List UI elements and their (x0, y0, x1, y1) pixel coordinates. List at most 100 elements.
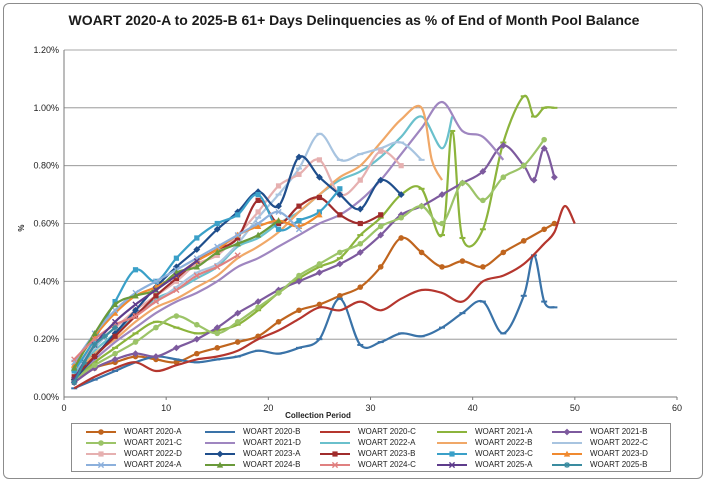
legend-label: WOART 2021-A (475, 427, 533, 436)
data-point (153, 293, 159, 299)
data-point (275, 290, 282, 296)
data-point (275, 319, 282, 325)
data-point (112, 324, 119, 331)
legend-label: WOART 2020-C (358, 427, 416, 436)
data-point (71, 356, 78, 363)
data-point (316, 261, 323, 267)
legend: WOART 2020-A WOART 2020-B WOART 2020-C WOAR… (71, 423, 671, 472)
data-point (377, 264, 384, 270)
legend-swatch (86, 451, 116, 457)
data-point (275, 217, 282, 224)
x-tick-label: 10 (161, 403, 171, 413)
data-point (296, 272, 302, 279)
data-point (152, 286, 160, 294)
legend-label: WOART 2023-C (475, 449, 533, 458)
series-line (73, 196, 382, 378)
data-point (480, 264, 486, 270)
data-point (254, 231, 262, 238)
data-point (172, 263, 180, 271)
legend-swatch (86, 440, 116, 446)
data-point (71, 368, 77, 374)
data-point (132, 292, 139, 299)
legend-label: WOART 2021-B (590, 427, 648, 436)
data-point (193, 246, 201, 253)
data-point (337, 249, 343, 256)
y-tick-label: 1.20% (33, 45, 59, 55)
data-point (295, 226, 303, 233)
data-point (459, 180, 466, 186)
data-point (316, 269, 323, 277)
data-point (295, 153, 303, 161)
data-point (255, 304, 261, 311)
series-woart-2021-b (70, 142, 558, 386)
legend-label: WOART 2022-C (590, 438, 648, 447)
data-point (551, 220, 558, 227)
data-point (194, 350, 200, 357)
data-point (398, 235, 404, 241)
legend-label: WOART 2024-B (243, 460, 301, 469)
data-point (255, 197, 261, 203)
y-tick-label: 0.20% (33, 334, 59, 344)
series-line (73, 104, 443, 378)
legend-swatch-marker (332, 451, 338, 457)
data-point (418, 249, 425, 256)
data-point (152, 353, 160, 360)
data-point (296, 203, 302, 209)
data-point (193, 257, 200, 265)
data-point (152, 278, 160, 285)
data-point (459, 258, 466, 264)
data-point (541, 226, 547, 233)
legend-swatch (552, 442, 582, 444)
data-point (153, 324, 159, 331)
legend-swatch (320, 442, 350, 444)
legend-swatch (205, 442, 235, 444)
data-point (316, 194, 323, 201)
gridlines (64, 49, 677, 340)
data-point (213, 324, 221, 331)
data-point (378, 212, 384, 218)
legend-label: WOART 2024-A (124, 460, 182, 469)
data-point (234, 309, 242, 317)
legend-swatch (552, 450, 582, 457)
chart-frame (3, 3, 703, 479)
data-point (213, 225, 221, 233)
data-point (397, 191, 405, 198)
data-point (500, 249, 507, 256)
legend-swatch-marker (448, 461, 456, 469)
data-point (336, 260, 344, 268)
data-point (111, 301, 119, 308)
data-point (91, 364, 99, 372)
data-point (316, 157, 323, 163)
data-point (112, 333, 118, 339)
data-point (337, 186, 343, 192)
legend-swatch-marker (563, 428, 571, 436)
data-point (418, 203, 425, 209)
legend-label: WOART 2021-C (124, 438, 182, 447)
legend-label: WOART 2022-D (124, 449, 182, 458)
series-line (73, 205, 576, 390)
legend-swatch-marker (97, 461, 105, 469)
data-point (357, 220, 363, 227)
x-tick-label: 0 (61, 403, 66, 413)
data-point (132, 301, 139, 308)
data-point (377, 176, 385, 184)
legend-swatch-marker (563, 450, 571, 457)
legend-swatch-marker (216, 450, 224, 458)
data-point (357, 284, 364, 290)
data-point (132, 350, 139, 358)
data-point (337, 292, 343, 299)
data-point (101, 333, 108, 340)
data-point (214, 263, 221, 270)
legend-label: WOART 2024-C (358, 460, 416, 469)
data-point (275, 220, 282, 227)
axes: 0.00% 0.20% 0.40% 0.60% 0.80% 1.00% 1.20% 0 10 20… (33, 45, 682, 413)
y-tick-label: 0.80% (33, 161, 59, 171)
legend-label: WOART 2025-B (590, 460, 648, 469)
data-point (91, 341, 98, 348)
x-tick-label: 40 (468, 403, 478, 413)
data-point (214, 345, 221, 351)
legend-label: WOART 2022-B (475, 438, 533, 447)
series-line (73, 144, 556, 384)
data-point (193, 263, 201, 270)
legend-swatch-marker (98, 451, 104, 457)
